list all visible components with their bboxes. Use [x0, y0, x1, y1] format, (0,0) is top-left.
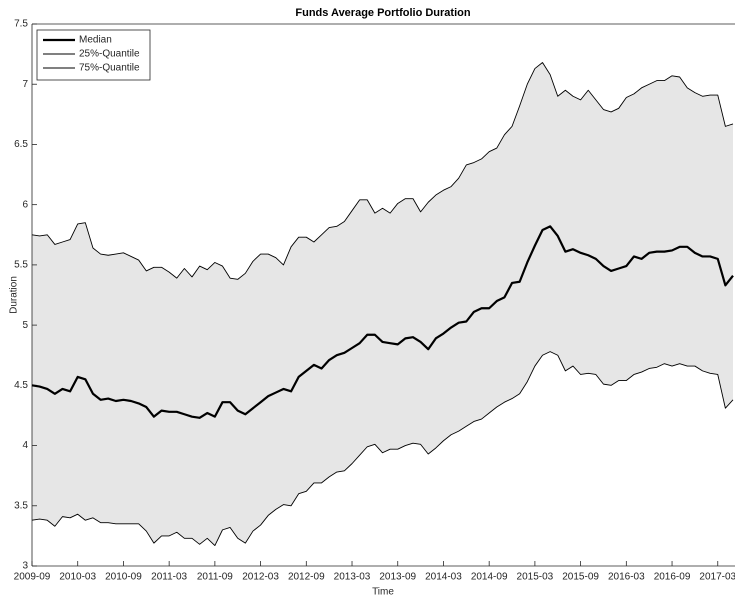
x-tick-label: 2017-03: [699, 572, 735, 583]
x-axis-title: Time: [372, 587, 394, 598]
y-tick-label: 7: [22, 79, 28, 90]
x-tick-label: 2014-03: [425, 572, 462, 583]
y-tick-label: 3: [22, 561, 28, 572]
x-tick-label: 2011-09: [197, 572, 233, 583]
legend: Median 25%-Quantile 75%-Quantile: [36, 29, 151, 81]
quantile-band: [32, 62, 733, 546]
y-axis-title: Duration: [9, 276, 20, 314]
y-tick-label: 5: [22, 320, 28, 331]
series-line: [31, 351, 734, 546]
x-tick-label: 2015-03: [517, 572, 554, 583]
legend-label: 75%-Quantile: [79, 63, 140, 74]
legend-label: Median: [79, 35, 112, 46]
x-tick-label: 2015-09: [562, 572, 599, 583]
y-tick-label: 6.5: [14, 139, 28, 150]
x-tick-label: 2010-03: [59, 572, 96, 583]
chart-title: Funds Average Portfolio Duration: [295, 7, 470, 19]
series-line: [31, 62, 734, 280]
y-tick-label: 4: [22, 440, 28, 451]
x-tick-label: 2016-03: [608, 572, 645, 583]
y-tick-label: 4.5: [14, 380, 28, 391]
x-tick-label: 2013-09: [379, 572, 416, 583]
y-tick-label: 6: [22, 199, 28, 210]
y-tick-label: 5.5: [14, 260, 28, 271]
x-tick-label: 2012-09: [288, 572, 325, 583]
x-tick-label: 2016-09: [654, 572, 691, 583]
y-tick-label: 3.5: [14, 500, 28, 511]
legend-box: [36, 29, 151, 81]
x-tick-label: 2010-09: [105, 572, 142, 583]
legend-label: 25%-Quantile: [79, 49, 140, 60]
x-tick-label: 2011-03: [151, 572, 187, 583]
x-tick-label: 2012-03: [242, 572, 279, 583]
y-tick-label: 7.5: [14, 19, 28, 30]
x-tick-label: 2014-09: [471, 572, 508, 583]
x-tick-label: 2009-09: [14, 572, 51, 583]
series-line: [31, 225, 734, 419]
x-tick-label: 2013-03: [334, 572, 371, 583]
